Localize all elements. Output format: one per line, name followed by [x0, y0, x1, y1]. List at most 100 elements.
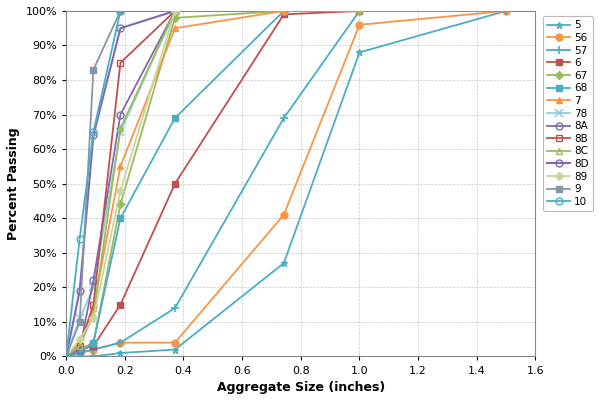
- 9: [117, 8, 124, 13]
- 8C: [172, 8, 179, 13]
- 5: [76, 354, 83, 359]
- 5: [503, 8, 510, 13]
- 7: [90, 306, 97, 310]
- 6: [280, 12, 287, 17]
- Line: 89: 89: [64, 8, 178, 359]
- 56: [90, 347, 97, 352]
- 8C: [76, 344, 83, 348]
- 5: [356, 50, 363, 55]
- 68: [90, 340, 97, 345]
- 8A: [90, 278, 97, 283]
- 67: [117, 202, 124, 207]
- 8B: [62, 354, 70, 359]
- 8C: [62, 354, 70, 359]
- 8C: [117, 126, 124, 131]
- Line: 56: 56: [62, 8, 509, 360]
- 56: [503, 8, 510, 13]
- Line: 8D: 8D: [62, 8, 178, 360]
- 89: [90, 316, 97, 321]
- Line: 78: 78: [62, 7, 179, 360]
- 56: [280, 213, 287, 217]
- 89: [117, 188, 124, 193]
- 57: [117, 340, 124, 345]
- 56: [76, 350, 83, 355]
- 6: [90, 344, 97, 348]
- 5: [90, 354, 97, 359]
- Line: 8A: 8A: [62, 8, 178, 360]
- Line: 8C: 8C: [62, 8, 178, 360]
- 6: [76, 347, 83, 352]
- 7: [280, 8, 287, 13]
- 5: [117, 350, 124, 355]
- 67: [280, 8, 287, 13]
- 67: [90, 340, 97, 345]
- X-axis label: Aggregate Size (inches): Aggregate Size (inches): [217, 381, 385, 394]
- 8D: [62, 354, 70, 359]
- 8D: [172, 8, 179, 13]
- 56: [62, 354, 70, 359]
- Line: 57: 57: [62, 7, 511, 360]
- 6: [62, 354, 70, 359]
- 67: [62, 354, 70, 359]
- 89: [76, 337, 83, 342]
- 8B: [172, 8, 179, 13]
- 5: [280, 261, 287, 265]
- 7: [76, 340, 83, 345]
- 78: [76, 316, 83, 321]
- 67: [172, 16, 179, 20]
- Line: 5: 5: [62, 8, 509, 360]
- 68: [76, 350, 83, 355]
- Legend: 5, 56, 57, 6, 67, 68, 7, 78, 8A, 8B, 8C, 8D, 89, 9, 10: 5, 56, 57, 6, 67, 68, 7, 78, 8A, 8B, 8C,…: [543, 16, 593, 211]
- 6: [117, 302, 124, 307]
- 8D: [90, 133, 97, 138]
- 57: [172, 306, 179, 310]
- Y-axis label: Percent Passing: Percent Passing: [7, 128, 20, 240]
- Line: 6: 6: [64, 8, 362, 359]
- 78: [90, 285, 97, 290]
- 9: [90, 67, 97, 72]
- 68: [62, 354, 70, 359]
- 8B: [117, 61, 124, 65]
- 8B: [76, 344, 83, 348]
- 5: [62, 354, 70, 359]
- Line: 67: 67: [64, 8, 362, 359]
- 8D: [76, 288, 83, 293]
- 57: [503, 8, 510, 13]
- 6: [172, 181, 179, 186]
- 89: [172, 8, 179, 13]
- 6: [356, 8, 363, 13]
- 8A: [117, 112, 124, 117]
- 57: [62, 354, 70, 359]
- Line: 9: 9: [64, 8, 123, 359]
- 8A: [62, 354, 70, 359]
- 9: [76, 320, 83, 324]
- Line: 8B: 8B: [62, 8, 178, 360]
- 8A: [172, 8, 179, 13]
- 57: [76, 350, 83, 355]
- 10: [76, 237, 83, 241]
- Line: 7: 7: [62, 8, 287, 360]
- 7: [172, 26, 179, 30]
- 7: [117, 164, 124, 169]
- 9: [62, 354, 70, 359]
- 68: [172, 115, 179, 120]
- 78: [172, 8, 179, 13]
- 10: [62, 354, 70, 359]
- 8B: [90, 302, 97, 307]
- 7: [62, 354, 70, 359]
- Line: 68: 68: [62, 8, 287, 360]
- 56: [356, 22, 363, 27]
- 8C: [90, 313, 97, 318]
- 5: [172, 347, 179, 352]
- 68: [280, 8, 287, 13]
- 8A: [76, 347, 83, 352]
- 78: [62, 354, 70, 359]
- 56: [172, 340, 179, 345]
- Line: 10: 10: [62, 8, 124, 360]
- 57: [90, 347, 97, 352]
- 67: [356, 8, 363, 13]
- 78: [117, 130, 124, 134]
- 68: [117, 216, 124, 221]
- 10: [117, 8, 124, 13]
- 67: [76, 347, 83, 352]
